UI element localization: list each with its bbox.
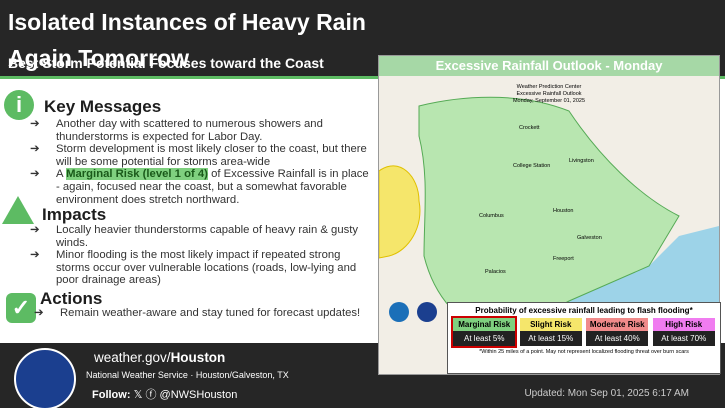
marginal-area (418, 96, 680, 339)
map-header: Monday, September 01, 2025 (513, 98, 585, 104)
section-heading: Actions (40, 289, 103, 308)
risk-name: Slight Risk (519, 318, 582, 331)
risk-row: Marginal Risk At least 5% Slight Risk At le… (448, 316, 720, 348)
city: Freeport (553, 256, 574, 262)
key-messages-list: Another day with scattered to numerous s… (30, 118, 370, 206)
city: Columbus (479, 213, 504, 219)
risk-box: Slight Risk At least 15% (519, 318, 582, 346)
risk-name: High Risk (652, 318, 715, 331)
website: weather.gov/Houston (94, 350, 225, 365)
city: Palacios (485, 269, 506, 275)
nws-logo (14, 348, 76, 408)
cities: Crockett College Station Livingston Colu… (479, 125, 602, 275)
text: of Excessive Rainfall is in place - agai… (56, 168, 369, 206)
bullet: Another day with scattered to numerous s… (30, 118, 370, 143)
noaa-logo (389, 302, 409, 322)
highlight: Marginal Risk (level 1 of 4) (66, 168, 208, 181)
handle: @NWSHouston (159, 389, 238, 401)
city: College Station (513, 163, 550, 169)
legend: Probability of excessive rainfall leadin… (447, 302, 721, 374)
section-heading: Impacts (42, 205, 107, 224)
risk-name: Moderate Risk (586, 318, 649, 331)
updated: Updated: Mon Sep 01, 2025 6:17 AM (524, 388, 689, 399)
actions-icon: ✓ (6, 293, 36, 323)
impacts-list: Locally heavier thunderstorms capable of… (30, 224, 370, 287)
header-rule (0, 76, 725, 79)
title: Isolated Instances of Heavy Rain Again T… (8, 9, 366, 71)
bullet: Remain weather-aware and stay tuned for … (34, 307, 379, 320)
risk-name: Marginal Risk (453, 318, 516, 331)
text: A (56, 168, 67, 181)
social-icons: 𝕏 ⓕ (133, 389, 157, 401)
risk-box: Moderate Risk At least 40% (586, 318, 649, 346)
site-prefix: weather.gov/ (94, 350, 171, 365)
bullet: Minor flooding is the most likely impact… (30, 249, 370, 287)
risk-label: At least 5% (453, 331, 516, 346)
bullet: A Marginal Risk (level 1 of 4) of Excess… (30, 168, 370, 206)
slight-area (379, 165, 421, 259)
follow: Follow: (92, 389, 131, 401)
section-heading: Key Messages (44, 97, 162, 116)
nws-logo-small (417, 302, 437, 322)
risk-label: At least 70% (652, 331, 715, 346)
risk-label: At least 15% (519, 331, 582, 346)
map-header: Excessive Rainfall Outlook (516, 91, 581, 97)
city: Galveston (577, 235, 602, 241)
map-header: Weather Prediction Center (517, 84, 582, 90)
risk-box: Marginal Risk At least 5% (451, 316, 518, 348)
office: National Weather Service · Houston/Galve… (86, 370, 289, 380)
map-title: Excessive Rainfall Outlook - Monday (379, 56, 719, 76)
footnote: *Within 25 miles of a point. May not rep… (479, 349, 689, 355)
site-office: Houston (170, 350, 226, 365)
bullet: Locally heavier thunderstorms capable of… (30, 224, 370, 249)
subtitle: Best Storm Potential Focuses toward the … (8, 55, 324, 71)
risk-label: At least 40% (586, 331, 649, 346)
city: Houston (553, 208, 574, 214)
risk-box: High Risk At least 70% (652, 318, 715, 346)
actions-list: Remain weather-aware and stay tuned for … (34, 307, 379, 320)
social: Follow: 𝕏 ⓕ @NWSHouston (92, 386, 237, 402)
bullet: Storm development is most likely closer … (30, 143, 370, 168)
warning-icon (2, 196, 34, 224)
city: Livingston (569, 158, 594, 164)
legend-title: Probability of excessive rainfall leadin… (475, 306, 693, 315)
info-icon: i (4, 90, 34, 120)
city: Crockett (519, 125, 540, 131)
